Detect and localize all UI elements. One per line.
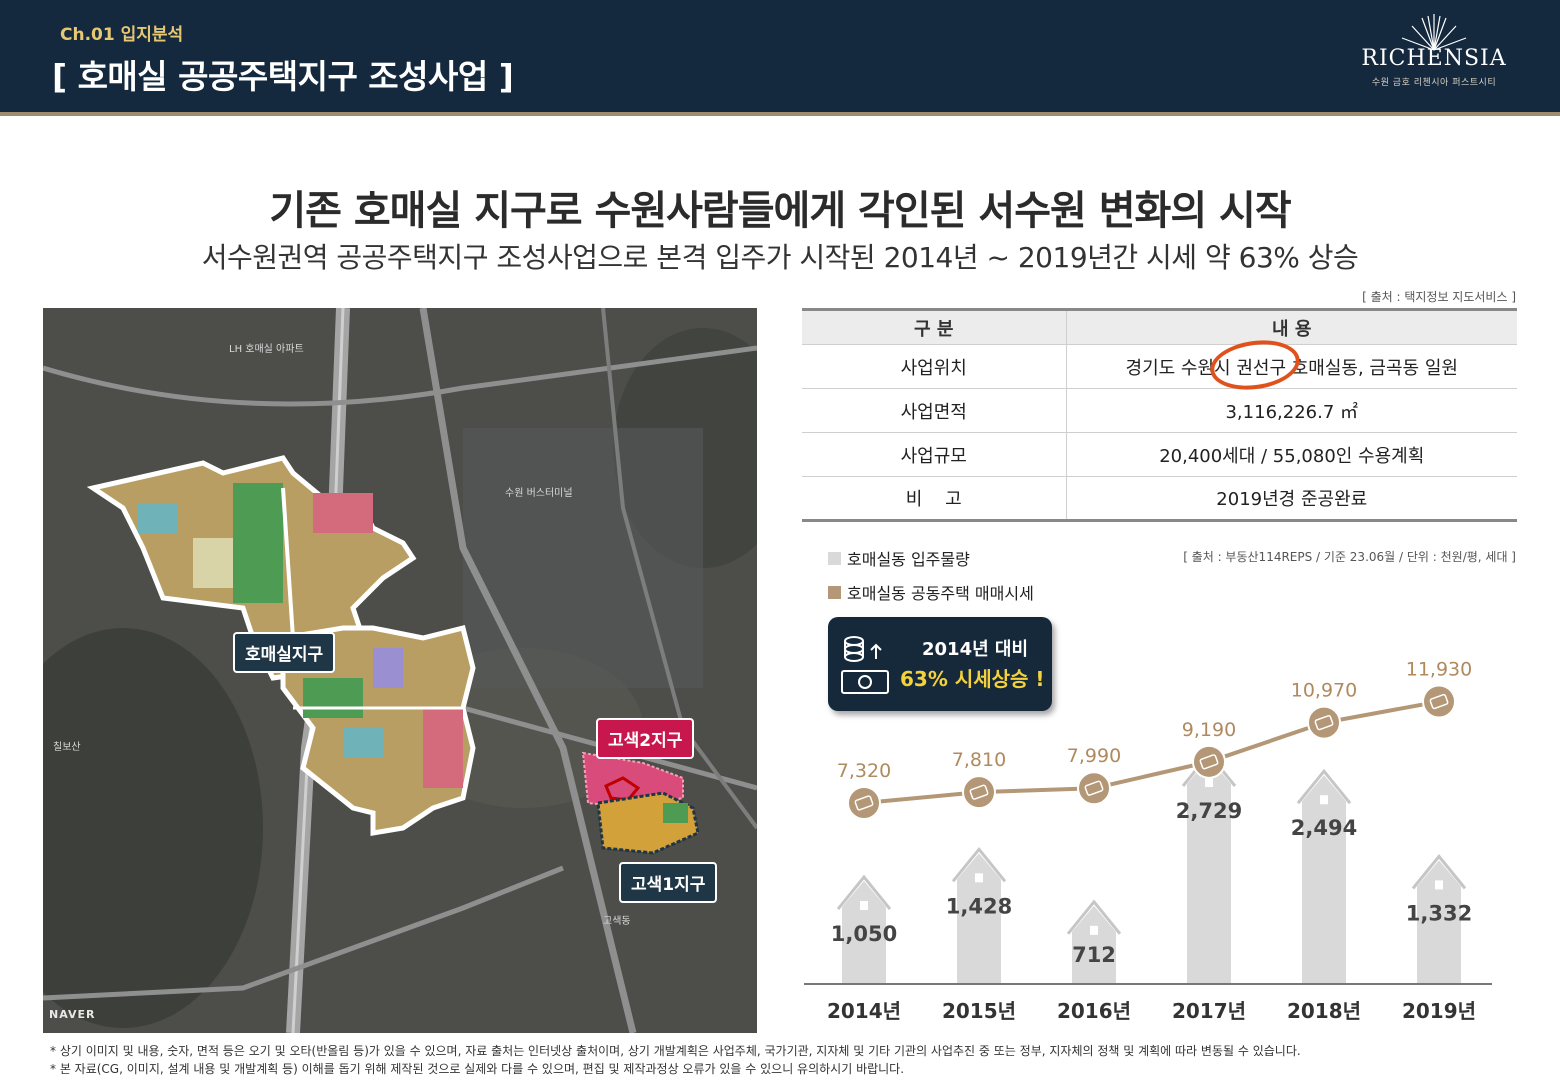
table-header-row: 구 분 내 용 [802,308,1517,345]
legend-price-label: 호매실동 공동주택 매매시세 [847,584,1034,603]
gosaek2-district-label: 고색2지구 [596,718,695,759]
supply-bar-roof [836,874,892,910]
page-header: Ch.01 입지분석 [ 호매실 공공주택지구 조성사업 ] RICHENSIA… [0,0,1560,116]
supply-bar-window [1435,880,1443,890]
money-icon [969,784,989,800]
x-tick-label: 2019년 [1402,999,1476,1023]
table-row: 사업위치 경기도 수원시 권선구 호매실동, 금곡동 일원 [802,344,1517,389]
price-value-label: 7,990 [1067,745,1121,767]
district-map: LH 호매실 아파트 수원 버스터미널 칠보산 고색동 호매실지구 고색2지구 … [43,308,757,1033]
money-icon [1199,754,1219,770]
legend-supply-label: 호매실동 입주물량 [847,550,970,569]
supply-bar-window [860,901,868,911]
money-icon [1429,693,1449,710]
gosaek1-district-label: 고색1지구 [619,862,718,903]
price-value-label: 7,320 [837,760,891,782]
money-icon [841,636,889,694]
money-icon [854,795,874,811]
table-row: 비 고 2019년경 준공완료 [802,476,1517,522]
legend-price: 호매실동 공동주택 매매시세 [828,580,1034,604]
brand-name: RICHENSIA [1361,46,1507,71]
price-value-label: 10,970 [1291,680,1357,702]
price-point [1422,684,1456,719]
supply-value-label: 2,494 [1291,816,1357,840]
headline: 기존 호매실 지구로 수원사람들에게 각인된 서수원 변화의 시작 [269,188,1291,234]
map-graphic [43,308,757,1033]
table-source: [ 출처 : 택지정보 지도서비스 ] [1362,290,1516,304]
subheadline: 서수원권역 공공주택지구 조성사업으로 본격 입주가 시작된 2014년 ~ 2… [201,241,1359,274]
price-increase-callout: 2014년 대비 63% 시세상승 ! [828,617,1052,711]
money-icon [1084,780,1104,796]
table-cell: 비 고 [802,476,1067,522]
brand-subtitle: 수원 금호 리첸시아 퍼스트시티 [1371,78,1497,88]
supply-bar-window [1205,778,1213,787]
supply-value-label: 1,332 [1406,901,1472,925]
x-tick-label: 2015년 [942,999,1016,1023]
supply-value-label: 1,428 [946,894,1012,918]
supply-bar [1302,775,1346,984]
table-header-category: 구 분 [802,308,1067,345]
supply-bar [1187,758,1231,984]
x-tick-label: 2014년 [827,999,901,1023]
supply-bar [957,853,1001,984]
x-tick-label: 2018년 [1287,999,1361,1023]
legend-supply: 호매실동 입주물량 [828,546,970,570]
x-tick-label: 2016년 [1057,999,1131,1023]
supply-bar-window [975,873,983,883]
price-value-label: 11,930 [1406,659,1472,681]
supply-price-chart: 1,050 1,428 712 2,729 2,494 1,332 7,320 7,810 7… [804,659,1492,1023]
table-cell: 경기도 수원시 권선구 호매실동, 금곡동 일원 [1066,344,1517,389]
table-cell: 20,400세대 / 55,080인 수용계획 [1066,432,1517,477]
supply-bar-roof [1066,899,1122,935]
supply-bar [1072,905,1116,984]
chapter-label: Ch.01 입지분석 [60,25,184,45]
price-value-label: 7,810 [952,749,1006,771]
price-point [847,785,881,820]
price-point [1077,771,1111,806]
callout-line2: 63% 시세상승 ! [900,667,1045,691]
legend-swatch-supply [828,551,841,565]
callout-line1: 2014년 대비 [922,639,1029,660]
table-cell: 사업위치 [802,344,1067,389]
price-point [1307,705,1341,740]
money-icon [1314,715,1334,731]
table-header-content: 내 용 [1066,308,1517,345]
price-line [863,699,1440,805]
supply-bar [842,881,886,984]
table-cell: 사업면적 [802,388,1067,433]
project-info-table: 구 분 내 용 사업위치 경기도 수원시 권선구 호매실동, 금곡동 일원 사업… [802,308,1517,522]
table-row: 사업규모 20,400세대 / 55,080인 수용계획 [802,432,1517,477]
supply-bar-roof [1296,768,1352,805]
table-row: 사업면적 3,116,226.7 ㎡ [802,388,1517,433]
legend-swatch-price [828,585,841,599]
table-cell: 사업규모 [802,432,1067,477]
homaesil-district-label: 호매실지구 [233,632,336,673]
sunburst-icon [1401,14,1467,51]
price-point [962,775,996,810]
x-tick-label: 2017년 [1172,999,1246,1023]
page-title: [ 호매실 공공주택지구 조성사업 ] [52,57,514,96]
price-point [1192,744,1226,779]
supply-bar-roof [951,846,1007,883]
map-watermark: NAVER [49,1008,96,1021]
brand-logo: RICHENSIA 수원 금호 리첸시아 퍼스트시티 [1354,12,1514,104]
supply-bar-roof [1411,854,1467,890]
supply-value-label: 1,050 [831,922,897,946]
supply-bar [1417,860,1461,984]
footnote-2: * 본 자료(CG, 이미지, 설계 내용 및 개발계획 등) 이해를 돕기 위… [50,1062,905,1076]
supply-bar-window [1090,925,1098,935]
table-cell: 3,116,226.7 ㎡ [1066,388,1517,433]
chart-source: [ 출처 : 부동산114REPS / 기준 23.06월 / 단위 : 천원/… [1183,550,1516,564]
footnote-1: * 상기 이미지 및 내용, 숫자, 면적 등은 오기 및 오타(반올림 등)가… [50,1044,1301,1058]
supply-value-label: 2,729 [1176,799,1242,823]
supply-value-label: 712 [1072,943,1116,967]
table-cell: 2019년경 준공완료 [1066,476,1517,522]
supply-bar-window [1320,795,1328,805]
price-value-label: 9,190 [1182,719,1236,741]
